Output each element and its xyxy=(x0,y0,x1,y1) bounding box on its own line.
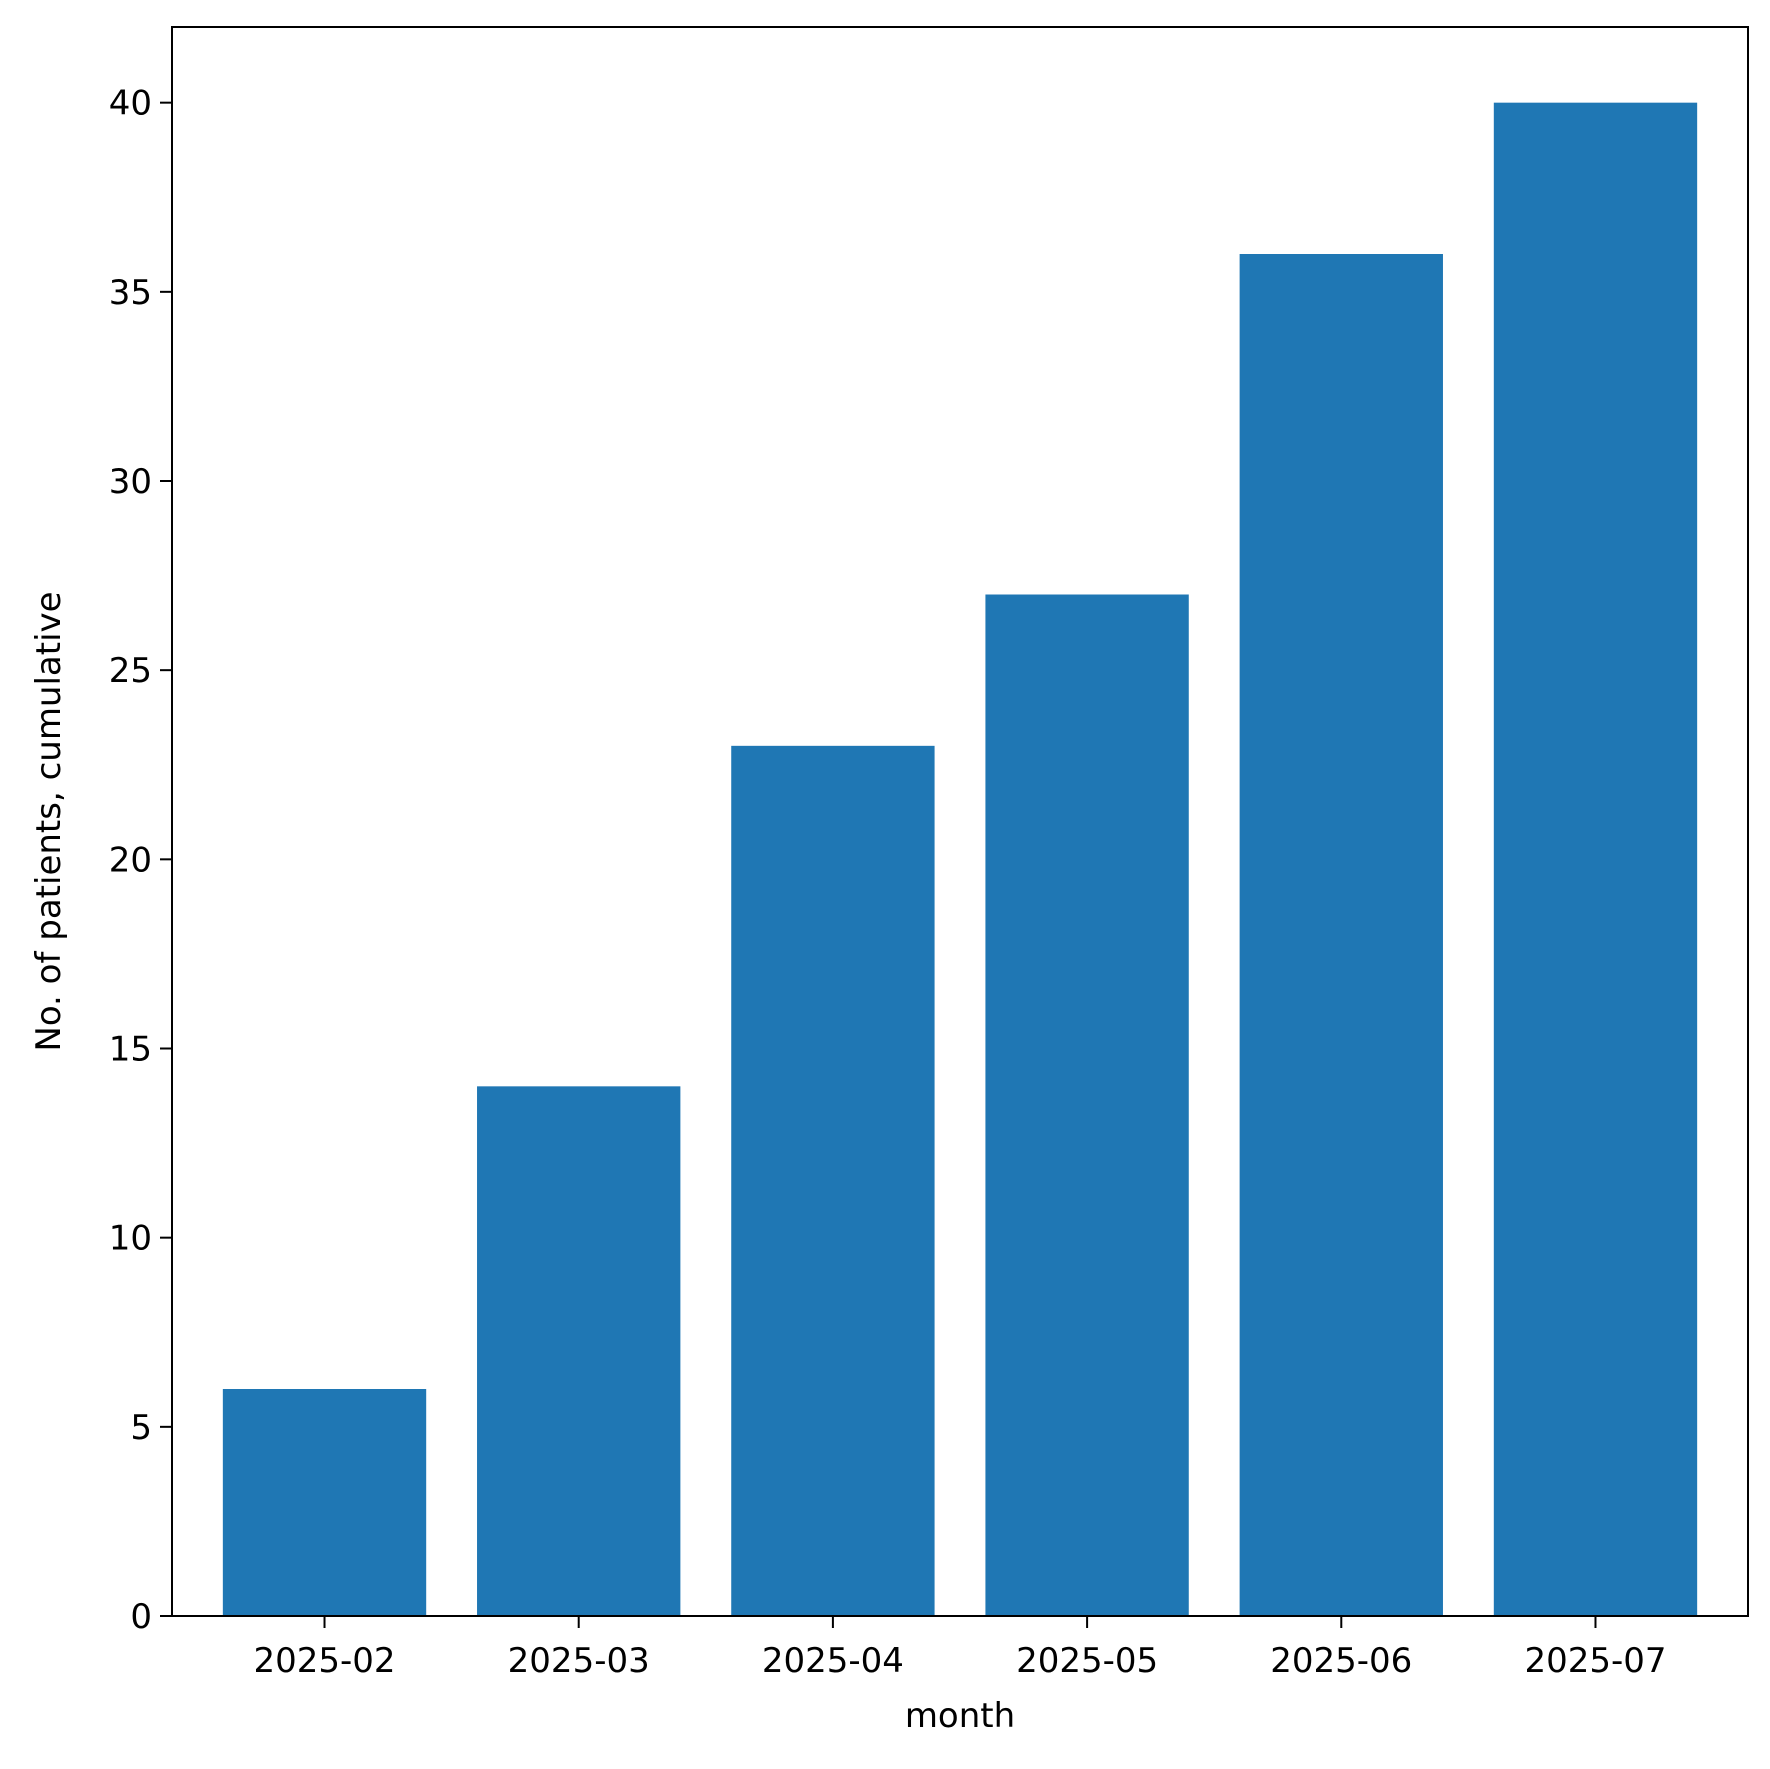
plot-frame xyxy=(171,26,1749,1617)
bar-2025-04 xyxy=(731,745,935,1616)
x-tick-label: 2025-05 xyxy=(1016,1641,1158,1681)
y-tick-label: 15 xyxy=(109,1030,152,1070)
y-tick-label: 0 xyxy=(130,1597,152,1637)
bars-group xyxy=(222,102,1698,1617)
bar-2025-05 xyxy=(985,594,1189,1616)
x-axis-ticks: 2025-02 2025-03 2025-04 2025-05 2025-06 2025-… xyxy=(253,1616,1667,1681)
x-tick-label: 2025-03 xyxy=(508,1641,650,1681)
y-tick-label: 25 xyxy=(109,651,152,691)
y-axis-label: No. of patients, cumulative xyxy=(29,591,69,1051)
y-tick-label: 20 xyxy=(109,840,152,880)
bar-2025-02 xyxy=(222,1389,427,1616)
y-tick-label: 30 xyxy=(109,462,152,502)
y-tick-label: 10 xyxy=(109,1219,152,1259)
x-axis-label: month xyxy=(905,1696,1015,1736)
y-tick-label: 35 xyxy=(109,273,152,313)
y-tick-label: 40 xyxy=(109,84,152,124)
x-tick-label: 2025-04 xyxy=(762,1641,904,1681)
x-tick-label: 2025-02 xyxy=(253,1641,395,1681)
bar-2025-06 xyxy=(1239,254,1443,1616)
y-tick-label: 5 xyxy=(130,1408,152,1448)
x-tick-label: 2025-07 xyxy=(1524,1641,1666,1681)
bar-2025-07 xyxy=(1493,102,1698,1617)
x-tick-label: 2025-06 xyxy=(1270,1641,1412,1681)
y-axis-ticks: 0 5 10 15 20 25 30 35 40 xyxy=(109,84,172,1637)
bar-2025-03 xyxy=(477,1086,681,1616)
